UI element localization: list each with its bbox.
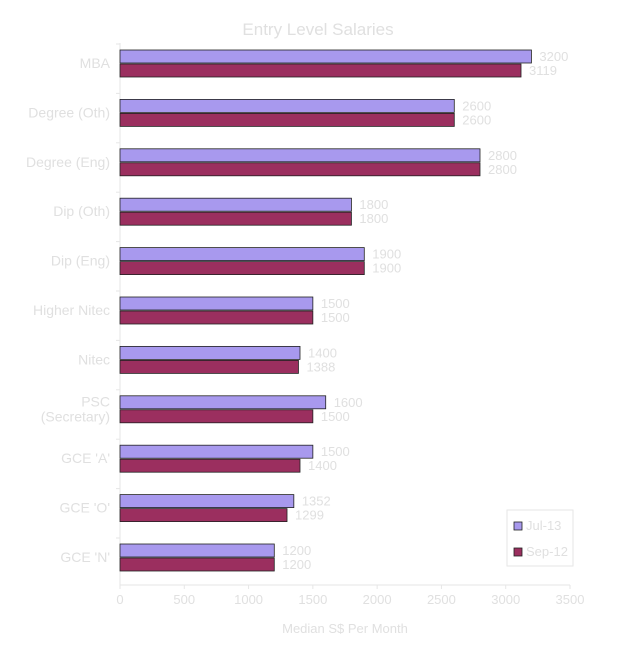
bar-jul-13 bbox=[119, 543, 275, 558]
bar-jul-13 bbox=[119, 49, 532, 64]
bar-jul-13 bbox=[119, 296, 314, 311]
bar-sep-12 bbox=[119, 359, 299, 374]
value-label: 1200 bbox=[282, 543, 311, 558]
bar-jul-13 bbox=[119, 148, 481, 163]
value-label: 3119 bbox=[529, 63, 557, 78]
bar-sep-12 bbox=[119, 63, 522, 78]
x-tick-label: 2000 bbox=[363, 592, 392, 607]
category-label: GCE 'O' bbox=[60, 500, 110, 516]
value-label: 1299 bbox=[295, 508, 324, 523]
legend-label: Sep-12 bbox=[526, 544, 568, 559]
value-label: 1900 bbox=[372, 247, 401, 262]
legend-swatch bbox=[513, 547, 523, 557]
bar-sep-12 bbox=[119, 557, 275, 572]
category-label: PSC bbox=[81, 393, 110, 409]
x-tick-label: 500 bbox=[173, 592, 195, 607]
bar-sep-12 bbox=[119, 113, 455, 127]
legend: Jul-13 Sep-12 bbox=[506, 509, 574, 567]
bar-sep-12 bbox=[119, 458, 301, 473]
category-label: Nitec bbox=[78, 351, 110, 367]
value-label: 2800 bbox=[488, 148, 517, 163]
value-label: 1500 bbox=[321, 409, 350, 424]
value-label: 1400 bbox=[308, 458, 337, 473]
bar-jul-13 bbox=[119, 444, 314, 459]
category-label: MBA bbox=[80, 55, 111, 71]
bar-jul-13 bbox=[119, 247, 365, 262]
category-label: Degree (Oth) bbox=[28, 104, 110, 120]
bar-jul-13 bbox=[119, 395, 327, 410]
legend-label: Jul-13 bbox=[526, 518, 561, 533]
bar-sep-12 bbox=[119, 211, 352, 226]
x-tick-label: 2500 bbox=[427, 592, 456, 607]
x-tick-label: 0 bbox=[116, 592, 123, 607]
value-label: 1800 bbox=[359, 197, 388, 212]
value-label: 1900 bbox=[372, 261, 401, 276]
bar-sep-12 bbox=[119, 261, 365, 276]
bar-sep-12 bbox=[119, 409, 314, 424]
bar-jul-13 bbox=[119, 494, 295, 509]
x-tick-label: 1000 bbox=[234, 592, 263, 607]
category-label: GCE 'N' bbox=[60, 549, 110, 565]
value-label: 2800 bbox=[488, 162, 517, 177]
value-label: 1352 bbox=[302, 494, 331, 509]
category-label: Degree (Eng) bbox=[26, 154, 110, 170]
value-label: 2600 bbox=[462, 98, 491, 113]
category-label: Dip (Oth) bbox=[53, 203, 110, 219]
bar-sep-12 bbox=[119, 508, 288, 523]
chart-title: Entry Level Salaries bbox=[242, 20, 393, 39]
bar-sep-12 bbox=[119, 310, 314, 325]
category-label: Higher Nitec bbox=[33, 302, 110, 318]
bar-jul-13 bbox=[119, 99, 455, 113]
bar-sep-12 bbox=[119, 162, 481, 177]
legend-swatch bbox=[513, 521, 523, 531]
bar-jul-13 bbox=[119, 345, 301, 360]
value-label: 1500 bbox=[321, 444, 350, 459]
value-label: 1800 bbox=[359, 211, 388, 226]
legend-box bbox=[506, 509, 574, 567]
value-label: 1200 bbox=[282, 557, 311, 572]
x-tick-label: 3500 bbox=[556, 592, 585, 607]
value-label: 2600 bbox=[462, 112, 491, 127]
x-tick-label: 3000 bbox=[491, 592, 520, 607]
category-label: GCE 'A' bbox=[61, 450, 110, 466]
value-label: 1500 bbox=[321, 296, 350, 311]
bar-jul-13 bbox=[119, 197, 352, 212]
value-label: 1600 bbox=[334, 395, 363, 410]
value-label: 1388 bbox=[306, 359, 335, 374]
value-label: 3200 bbox=[539, 49, 568, 64]
value-label: 1500 bbox=[321, 310, 350, 325]
category-label: (Secretary) bbox=[41, 408, 110, 424]
x-tick-label: 1500 bbox=[298, 592, 327, 607]
category-label: Dip (Eng) bbox=[51, 253, 110, 269]
x-axis-label: Median S$ Per Month bbox=[282, 621, 408, 636]
value-label: 1400 bbox=[308, 345, 337, 360]
